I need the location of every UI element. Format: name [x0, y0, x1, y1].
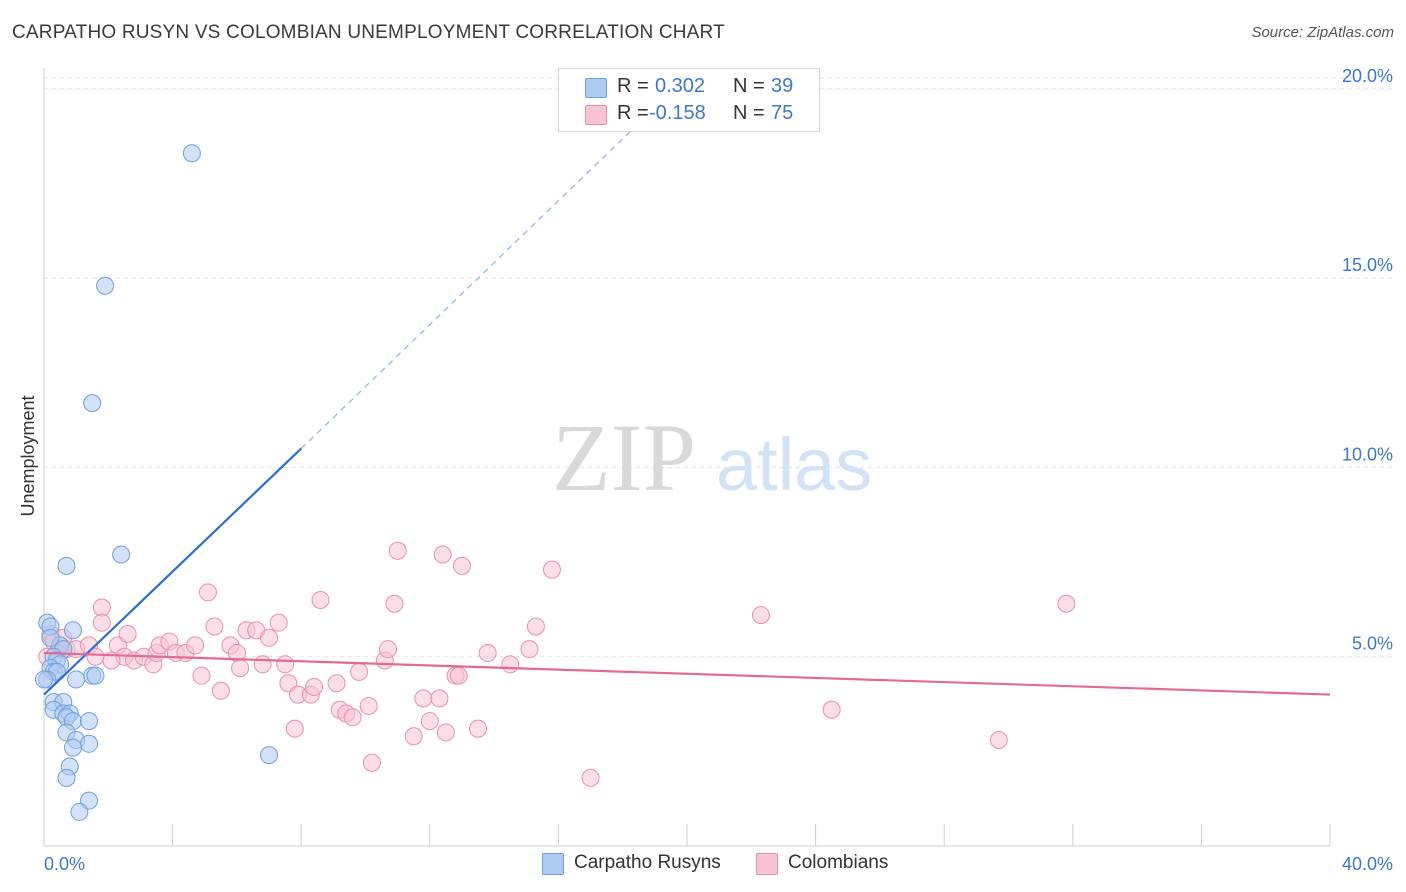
axes [43, 68, 1331, 847]
pink-swatch [585, 105, 607, 125]
data-point-carpatho-rusyns [57, 556, 76, 575]
y-tick-label: 15.0% [1342, 255, 1393, 275]
carpatho-rusyns-points [35, 144, 279, 821]
data-point-colombians [359, 696, 378, 715]
data-point-colombians [501, 655, 520, 674]
data-point-colombians [205, 617, 224, 636]
data-point-colombians [433, 545, 452, 564]
data-point-carpatho-rusyns [67, 670, 86, 689]
data-point-colombians [430, 689, 449, 708]
r-value: 0.302 [655, 75, 706, 97]
data-point-colombians [362, 753, 381, 772]
n-label: N = [733, 102, 765, 124]
y-tick-label: 10.0% [1342, 444, 1393, 464]
trend-extension-carpatho-rusyns [300, 107, 656, 449]
blue-swatch [542, 853, 564, 875]
data-point-colombians [92, 613, 111, 632]
data-point-colombians [118, 625, 137, 644]
data-point-colombians [469, 719, 488, 738]
data-point-colombians [276, 655, 295, 674]
data-point-colombians [327, 674, 346, 693]
data-point-carpatho-rusyns [63, 621, 82, 640]
data-point-colombians [186, 636, 205, 655]
colombians-points [38, 541, 1076, 787]
chart-title: CARPATHO RUSYN VS COLOMBIAN UNEMPLOYMENT… [12, 22, 725, 43]
watermark-atlas: atlas [716, 423, 872, 506]
data-point-colombians [420, 712, 439, 731]
data-point-colombians [414, 689, 433, 708]
y-tick-label: 20.0% [1342, 66, 1393, 86]
data-point-colombians [260, 628, 279, 647]
data-point-colombians [285, 719, 304, 738]
data-point-colombians [520, 640, 539, 659]
data-point-colombians [253, 655, 272, 674]
data-point-carpatho-rusyns [63, 738, 82, 757]
stats-legend: R = 0.302 N = 39 R = -0.158 N = 75 [558, 68, 820, 132]
watermark-zip: ZIP [552, 404, 696, 511]
data-point-carpatho-rusyns [182, 144, 201, 163]
data-point-carpatho-rusyns [260, 746, 279, 765]
n-label: N = [733, 75, 765, 97]
n-value: 75 [771, 102, 794, 124]
data-point-carpatho-rusyns [112, 545, 131, 564]
tick-labels: 5.0% 10.0% 15.0% 20.0% 0.0% 40.0% [44, 66, 1393, 874]
y-axis-label: Unemployment [18, 395, 38, 516]
legend-label: Carpatho Rusyns [574, 852, 721, 873]
n-value: 39 [771, 75, 794, 97]
data-point-colombians [822, 700, 841, 719]
data-point-colombians [311, 590, 330, 609]
pink-swatch [756, 853, 778, 875]
data-point-colombians [305, 678, 324, 697]
x-tick-label: 40.0% [1342, 854, 1393, 874]
source-label: Source: ZipAtlas.com [1251, 24, 1394, 41]
data-point-colombians [192, 666, 211, 685]
data-point-carpatho-rusyns [41, 628, 60, 647]
data-point-carpatho-rusyns [83, 394, 102, 413]
data-point-carpatho-rusyns [80, 712, 99, 731]
data-point-colombians [751, 606, 770, 625]
data-point-colombians [198, 583, 217, 602]
data-point-colombians [231, 659, 250, 678]
r-label: R = [617, 102, 649, 124]
y-tick-label: 5.0% [1352, 634, 1393, 654]
data-point-colombians [436, 723, 455, 742]
data-point-colombians [343, 708, 362, 727]
data-point-colombians [989, 731, 1008, 750]
trend-lines [43, 107, 1331, 696]
data-point-colombians [92, 598, 111, 617]
data-point-colombians [385, 594, 404, 613]
data-point-colombians [478, 643, 497, 662]
r-label: R = [617, 75, 649, 97]
data-point-colombians [211, 681, 230, 700]
data-point-carpatho-rusyns [96, 276, 115, 295]
data-point-colombians [452, 556, 471, 575]
data-point-carpatho-rusyns [86, 666, 105, 685]
blue-swatch [585, 78, 607, 98]
legend-label: Colombians [788, 852, 889, 873]
data-point-colombians [379, 640, 398, 659]
data-point-carpatho-rusyns [70, 802, 89, 821]
data-point-colombians [449, 666, 468, 685]
data-point-colombians [388, 541, 407, 560]
x-tick-label: 0.0% [44, 854, 85, 874]
data-point-colombians [269, 613, 288, 632]
data-point-colombians [581, 768, 600, 787]
data-point-colombians [542, 560, 561, 579]
data-point-colombians [404, 727, 423, 746]
grid-lines [44, 77, 1394, 658]
data-point-carpatho-rusyns [57, 768, 76, 787]
data-point-carpatho-rusyns [80, 734, 99, 753]
data-point-colombians [1057, 594, 1076, 613]
r-value: -0.158 [649, 102, 706, 124]
data-point-colombians [350, 662, 369, 681]
data-point-carpatho-rusyns [35, 670, 53, 689]
data-point-colombians [526, 617, 545, 636]
trend-line-colombians [43, 651, 1331, 696]
watermark: ZIP atlas [552, 404, 872, 511]
